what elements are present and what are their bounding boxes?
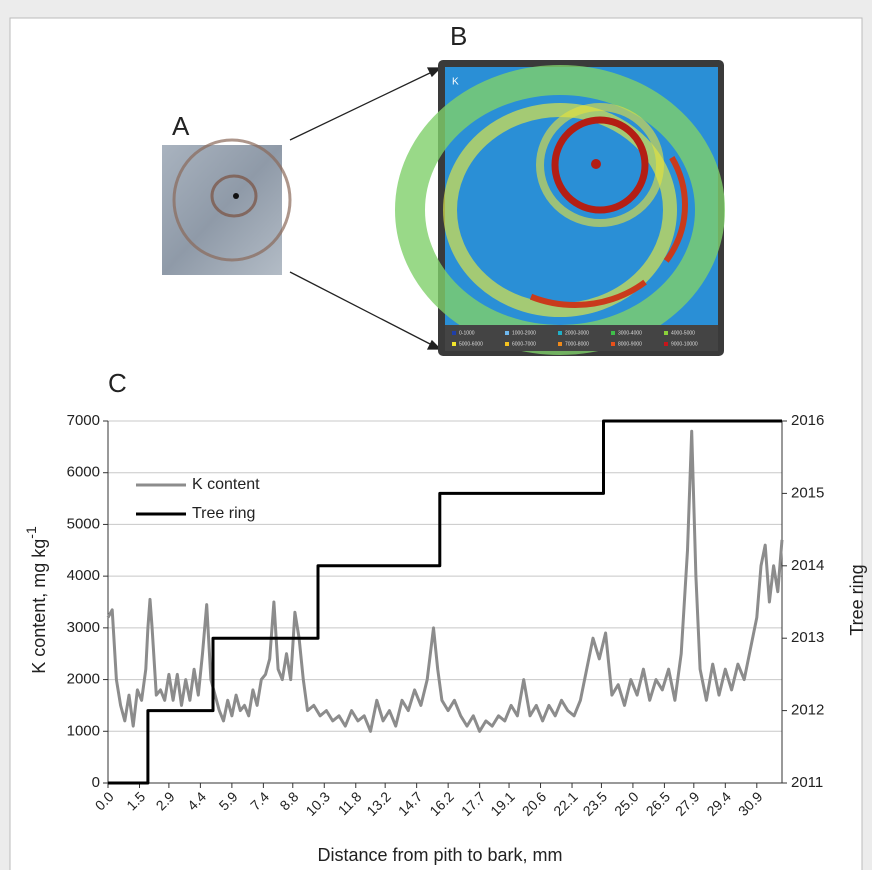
map-legend-label: 7000-8000 (565, 341, 589, 347)
panel-label: A (172, 111, 190, 141)
legend-label: K content (192, 476, 260, 493)
data-line (108, 419, 782, 785)
map-legend-swatch (664, 342, 668, 346)
map-legend-swatch (452, 331, 456, 335)
y-tick-label: 1000 (67, 722, 100, 739)
map-legend-label: 5000-6000 (459, 341, 483, 347)
map-legend-label: 6000-7000 (512, 341, 536, 347)
y2-tick-label: 2016 (791, 412, 824, 429)
y2-axis-label: Tree ring (847, 564, 867, 635)
element-map (395, 60, 725, 356)
y2-tick-label: 2011 (791, 774, 823, 791)
map-legend-swatch (505, 331, 509, 335)
wood-photo (162, 138, 292, 275)
map-legend-label: 1000-2000 (512, 330, 536, 336)
map-legend-swatch (452, 342, 456, 346)
map-legend-swatch (558, 331, 562, 335)
map-legend-label: 0-1000 (459, 330, 475, 336)
y-axis-label: K content, mg kg-1 (23, 526, 49, 674)
y-axis-label-text: K content, mg kg (29, 539, 49, 674)
map-legend-swatch (505, 342, 509, 346)
arrows (289, 67, 442, 350)
y-tick-label: 2000 (67, 671, 100, 688)
panel-label: C (108, 368, 127, 398)
y-tick-label: 6000 (67, 464, 100, 481)
y-tick-label: 0 (92, 774, 100, 791)
y2-tick-label: 2012 (791, 702, 824, 719)
map-element: K (452, 77, 459, 88)
panel-label: B (450, 21, 467, 51)
map-legend-swatch (664, 331, 668, 335)
map-legend-label: 9000-10000 (671, 341, 698, 347)
y-tick-label: 7000 (67, 412, 100, 429)
y2-tick-label: 2013 (791, 629, 824, 646)
legend-label: Tree ring (192, 505, 255, 522)
map-legend-label: 8000-9000 (618, 341, 642, 347)
y-tick-label: 4000 (67, 567, 100, 584)
map-legend-swatch (611, 342, 615, 346)
y-tick-label: 3000 (67, 619, 100, 636)
map-legend-label: 3000-4000 (618, 330, 642, 336)
y-tick-label: 5000 (67, 515, 100, 532)
map-legend-swatch (558, 342, 562, 346)
x-axis-label: Distance from pith to bark, mm (317, 845, 562, 865)
y-axis-label-superscript: -1 (23, 526, 39, 539)
y2-tick-label: 2015 (791, 484, 824, 501)
map-legend-label: 2000-3000 (565, 330, 589, 336)
map-legend-label: 4000-5000 (671, 330, 695, 336)
y2-tick-label: 2014 (791, 557, 824, 574)
data-line (106, 429, 784, 733)
map-legend-swatch (611, 331, 615, 335)
